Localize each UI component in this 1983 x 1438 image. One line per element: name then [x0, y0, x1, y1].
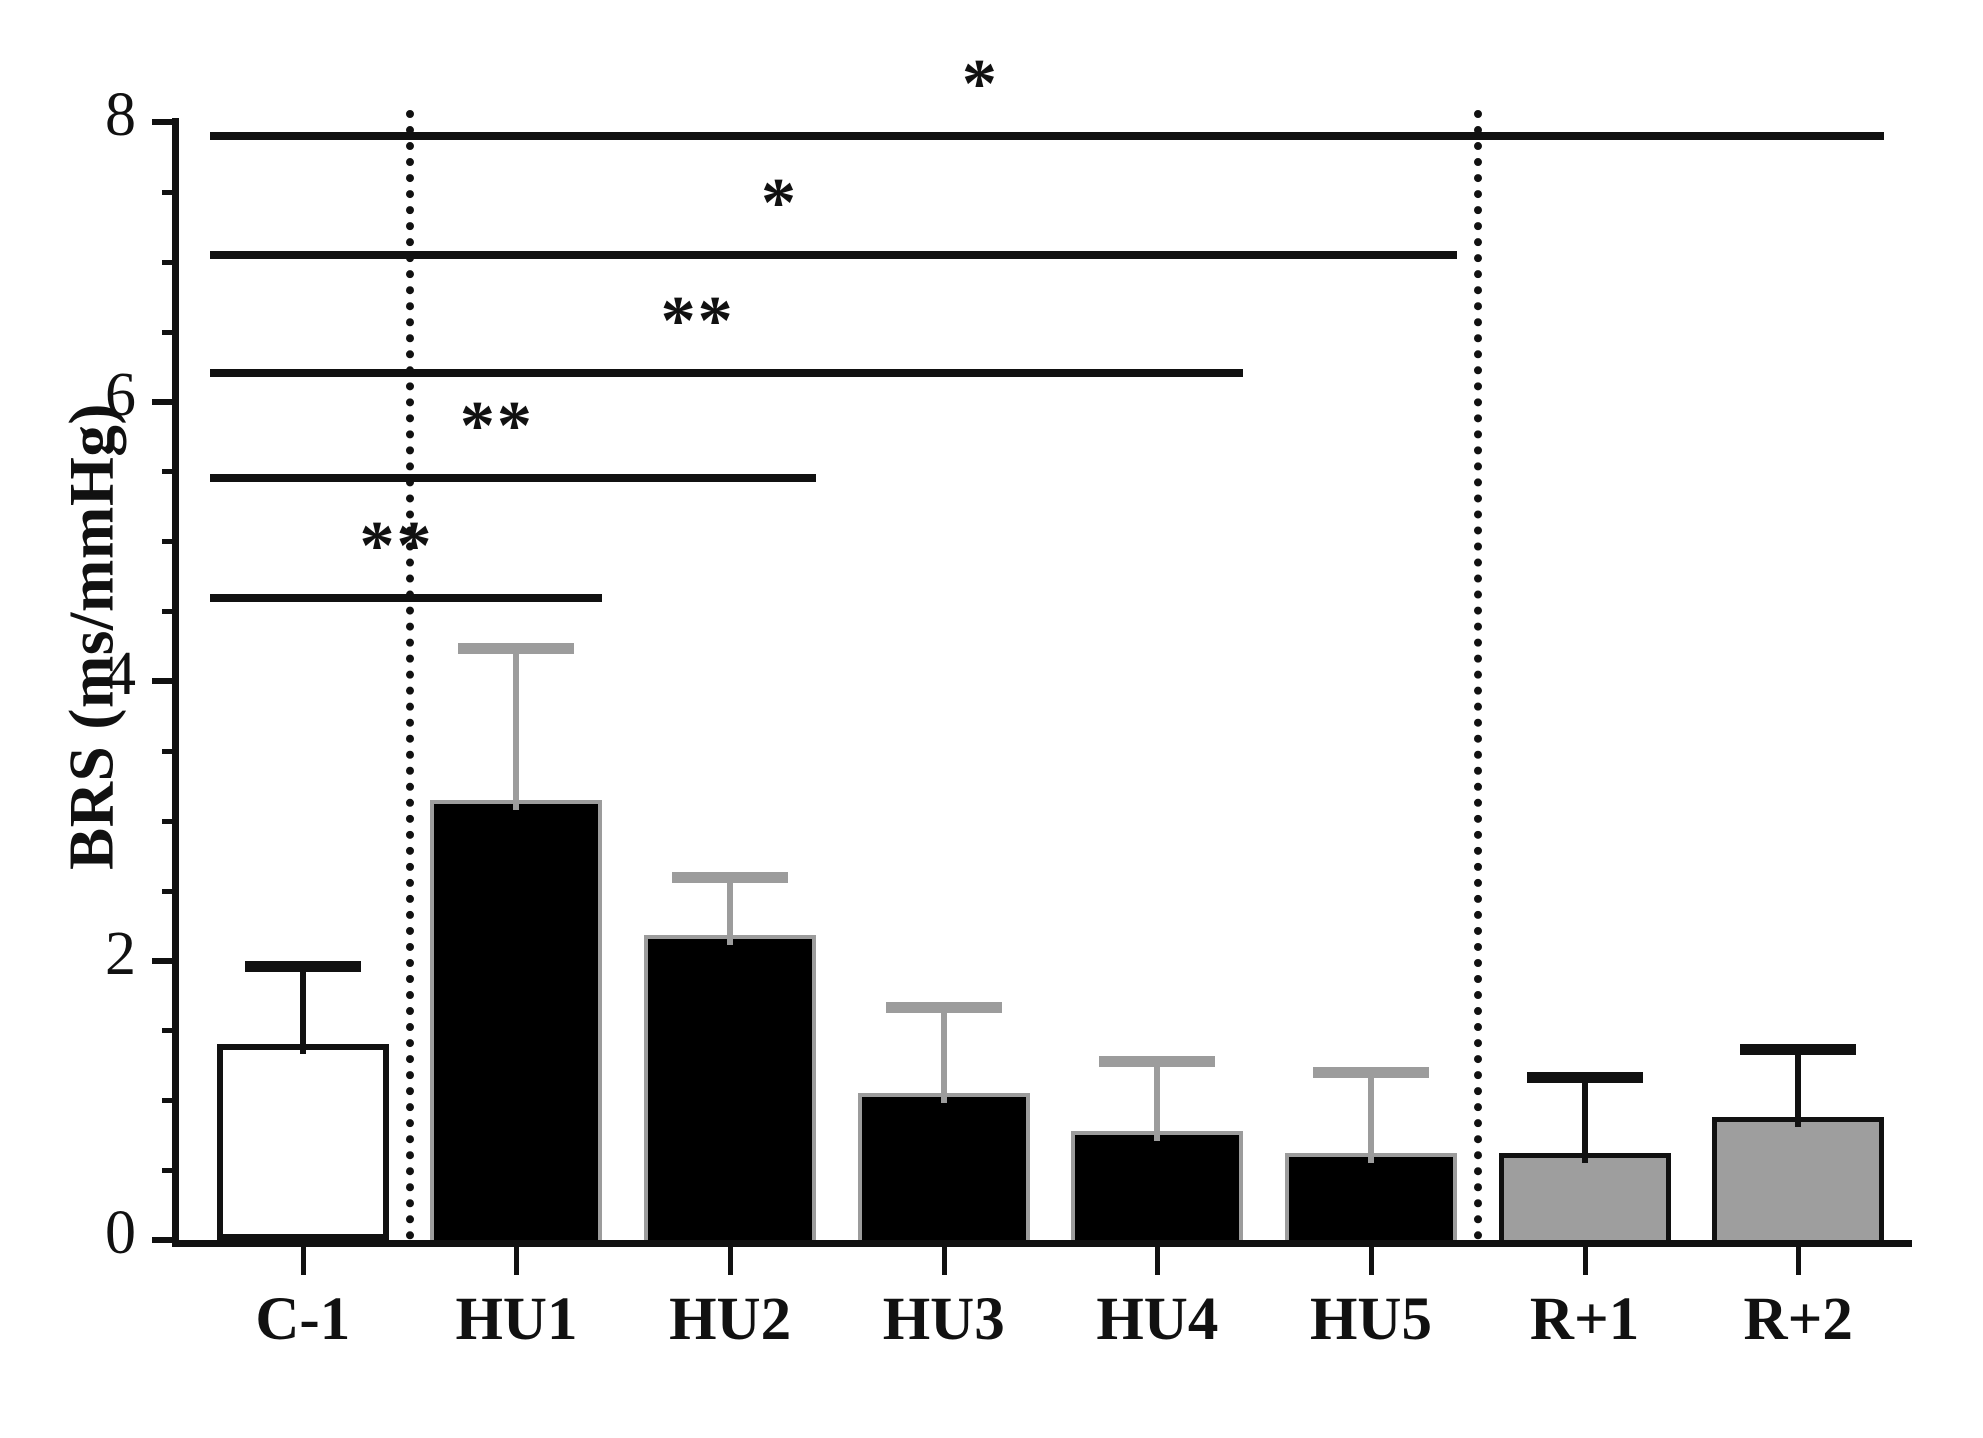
- y-tick-major: [152, 957, 177, 964]
- error-bar-cap: [1312, 1066, 1429, 1078]
- x-tick-label-hu1: HU1: [455, 1286, 578, 1353]
- x-tick: [1796, 1247, 1802, 1275]
- bar-hu3: [857, 1093, 1030, 1240]
- x-tick-label-hu4: HU4: [1096, 1286, 1219, 1353]
- significance-marker: **: [660, 283, 735, 361]
- error-bar-cap: [672, 872, 789, 884]
- y-tick-minor: [162, 609, 177, 615]
- y-tick-minor: [162, 888, 177, 894]
- error-bar-stem: [1795, 1044, 1802, 1127]
- y-tick-label: 0: [105, 1199, 136, 1267]
- x-tick: [1155, 1247, 1161, 1275]
- significance-line: [210, 594, 603, 603]
- error-bar-cap: [1099, 1055, 1216, 1067]
- y-tick-label: 6: [105, 360, 136, 429]
- bar-r1: [1498, 1153, 1671, 1240]
- bar-hu4: [1071, 1130, 1244, 1240]
- x-tick-label-r1: R+1: [1529, 1286, 1640, 1353]
- x-tick: [941, 1247, 947, 1275]
- error-bar-stem: [513, 643, 520, 810]
- x-tick: [728, 1247, 734, 1275]
- significance-marker: **: [359, 508, 434, 586]
- x-tick-label-hu2: HU2: [669, 1286, 792, 1353]
- error-bar-stem: [727, 872, 734, 946]
- x-tick: [1582, 1247, 1588, 1275]
- y-tick-minor: [162, 818, 177, 824]
- phase-separator: [1473, 110, 1482, 1240]
- significance-marker: **: [459, 388, 534, 466]
- bar-hu1: [430, 799, 603, 1240]
- y-tick-major: [152, 398, 177, 405]
- significance-marker: *: [761, 164, 799, 242]
- y-tick-minor: [162, 539, 177, 545]
- y-tick-label: 2: [105, 919, 136, 988]
- y-tick-minor: [162, 329, 177, 335]
- significance-line: [210, 131, 1885, 140]
- significance-line: [210, 369, 1244, 378]
- error-bar-stem: [1581, 1072, 1588, 1164]
- error-bar-cap: [885, 1002, 1002, 1014]
- y-tick-minor: [162, 1168, 177, 1174]
- x-tick-label-r2: R+2: [1743, 1286, 1853, 1353]
- error-bar-stem: [299, 960, 306, 1055]
- y-tick-major: [152, 119, 177, 125]
- x-tick-label-hu3: HU3: [882, 1286, 1005, 1353]
- error-bar-cap: [1526, 1072, 1643, 1084]
- y-tick-minor: [162, 1028, 177, 1034]
- error-bar-cap: [244, 960, 361, 972]
- x-tick-label-c1: C-1: [255, 1286, 351, 1353]
- y-tick-label: 4: [105, 640, 136, 708]
- significance-line: [210, 250, 1457, 259]
- error-bar-cap: [458, 643, 575, 655]
- x-tick-label-hu5: HU5: [1309, 1286, 1432, 1353]
- bar-hu5: [1284, 1153, 1457, 1240]
- error-bar-stem: [1154, 1055, 1161, 1141]
- x-tick: [1368, 1247, 1374, 1275]
- bar-r2: [1712, 1117, 1885, 1240]
- significance-line: [210, 474, 817, 483]
- y-tick-minor: [162, 259, 177, 265]
- y-tick-minor: [162, 189, 177, 195]
- x-tick: [300, 1247, 306, 1275]
- bar-hu2: [644, 935, 817, 1240]
- y-tick-label: 8: [105, 81, 136, 149]
- y-tick-minor: [162, 748, 177, 754]
- x-tick: [514, 1247, 520, 1275]
- error-bar-stem: [1367, 1066, 1374, 1164]
- y-tick-minor: [162, 1098, 177, 1104]
- bar-c1: [216, 1044, 389, 1240]
- y-tick-major: [152, 1237, 177, 1243]
- x-axis-line: [172, 1240, 1912, 1247]
- phase-separator: [405, 110, 414, 1240]
- y-tick-minor: [162, 469, 177, 475]
- significance-marker: *: [961, 45, 999, 123]
- error-bar-stem: [940, 1002, 947, 1104]
- y-tick-major: [152, 678, 177, 684]
- error-bar-cap: [1740, 1044, 1857, 1056]
